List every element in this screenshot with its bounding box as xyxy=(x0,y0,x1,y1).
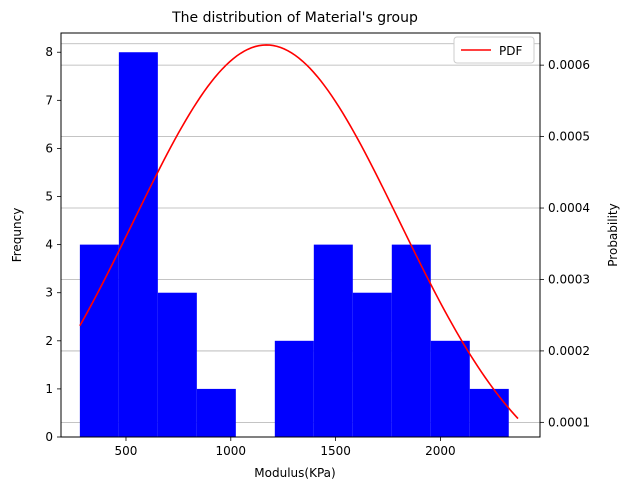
y2-tick-label: 0.0006 xyxy=(548,58,590,72)
y-tick-label: 7 xyxy=(45,93,53,107)
y2-tick-label: 0.0002 xyxy=(548,344,590,358)
histogram-bar xyxy=(157,292,197,437)
y2-axis-label: Probability xyxy=(606,203,620,266)
histogram-bar xyxy=(352,292,392,437)
histogram-bar xyxy=(118,52,158,437)
y-axis-label: Frequncy xyxy=(10,208,24,263)
y-tick-label: 4 xyxy=(45,238,53,252)
y-tick-label: 5 xyxy=(45,190,53,204)
y2-tick-label: 0.0001 xyxy=(548,415,590,429)
y-tick-label: 0 xyxy=(45,430,53,444)
y2-tick-label: 0.0005 xyxy=(548,130,590,144)
x-tick-label: 500 xyxy=(115,444,138,458)
y2-tick-label: 0.0004 xyxy=(548,201,590,215)
histogram-bar xyxy=(313,244,353,437)
x-tick-label: 1500 xyxy=(320,444,351,458)
y-tick-label: 1 xyxy=(45,382,53,396)
y2-axis-ticks: 0.0001 0.0002 0.0003 0.0004 0.0005 0.0006 xyxy=(540,58,590,429)
histogram-bar xyxy=(430,340,470,437)
x-axis-ticks: 500 1000 1500 2000 xyxy=(115,437,456,458)
histogram-bar xyxy=(79,244,119,437)
histogram-bars xyxy=(79,52,509,437)
histogram-bar xyxy=(196,388,236,437)
y2-tick-label: 0.0003 xyxy=(548,272,590,286)
y-tick-label: 2 xyxy=(45,334,53,348)
y-tick-label: 3 xyxy=(45,286,53,300)
x-axis-label: Modulus(KPa) xyxy=(254,466,335,480)
legend: PDF xyxy=(453,36,535,64)
chart-title: The distribution of Material's group xyxy=(171,10,418,26)
legend-box xyxy=(453,36,535,64)
x-tick-label: 1000 xyxy=(216,444,247,458)
pdf-curve xyxy=(79,44,519,420)
pdf-curve-group xyxy=(79,44,519,420)
y-tick-label: 8 xyxy=(45,45,53,59)
histogram-bar xyxy=(469,388,509,437)
histogram-bar xyxy=(274,340,314,437)
histogram-bar xyxy=(391,244,431,437)
legend-pdf-label: PDF xyxy=(499,44,522,58)
y-axis-ticks: 0 1 2 3 4 5 6 7 8 xyxy=(45,45,61,444)
plot-frame xyxy=(60,32,541,438)
y-tick-label: 6 xyxy=(45,141,53,155)
x-tick-label: 2000 xyxy=(425,444,456,458)
